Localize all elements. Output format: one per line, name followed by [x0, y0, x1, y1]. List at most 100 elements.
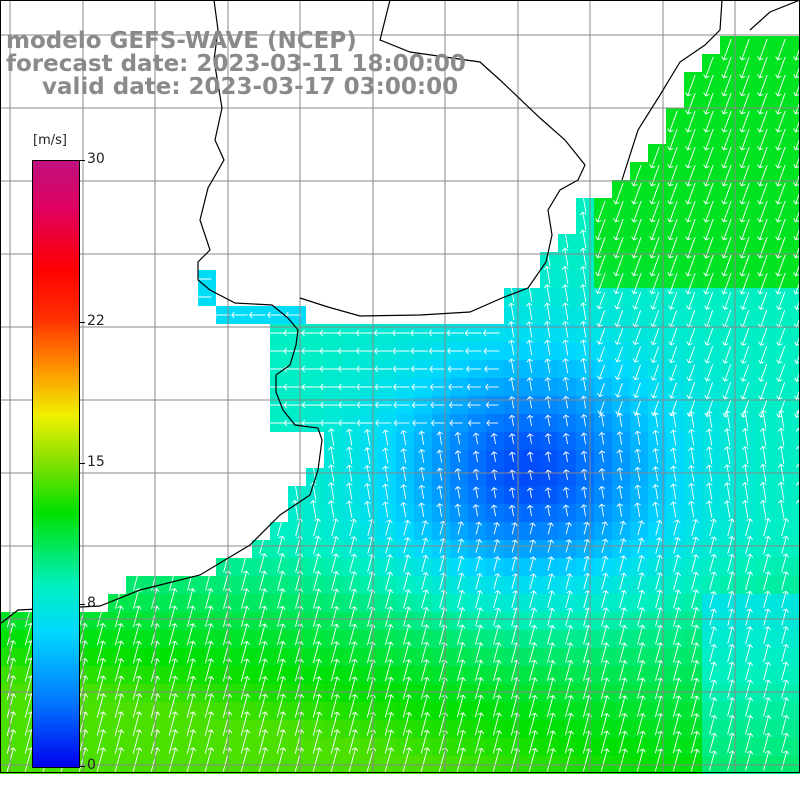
wind-arrow-head [243, 623, 250, 628]
wind-arrow-head [668, 305, 675, 310]
wind-arrow [705, 164, 714, 186]
wind-arrow-head [332, 553, 340, 558]
wind-arrow-head [650, 358, 657, 363]
wind-arrow-head [759, 463, 767, 468]
wind-arrow [133, 588, 140, 609]
wind-arrow-head [364, 500, 371, 505]
wind-arrow [741, 74, 750, 97]
wind-arrow [241, 553, 248, 573]
wind-arrow-head [639, 730, 646, 735]
wind-arrow [708, 483, 713, 500]
wind-arrow [691, 537, 697, 554]
wind-arrow [691, 660, 698, 681]
wind-arrow [385, 624, 392, 645]
wind-arrow-head [422, 572, 429, 577]
wind-arrow-head [721, 110, 728, 115]
wind-arrow-head [544, 504, 552, 509]
wind-arrow [114, 676, 122, 700]
wind-arrow-head [759, 481, 767, 486]
wind-arrow-head [674, 589, 682, 594]
wind-arrow [150, 605, 158, 628]
wind-arrow [582, 748, 590, 772]
wind-arrow-head [243, 605, 250, 610]
wind-arrow-head [494, 607, 502, 612]
wind-arrow-head [338, 401, 342, 409]
wind-arrow-head [117, 658, 125, 663]
wind-arrow [597, 273, 606, 294]
wind-arrow [366, 694, 374, 718]
wind-arrow-head [337, 329, 342, 337]
wind-arrow-head [207, 605, 214, 610]
wind-arrow-head [597, 410, 604, 415]
wind-arrow-head [675, 660, 682, 665]
wind-arrow-head [458, 589, 465, 595]
wind-arrow-head [423, 659, 430, 664]
wind-arrow-head [511, 556, 519, 561]
wind-arrow-head [548, 573, 555, 578]
wind-arrow-head [674, 554, 681, 559]
wind-arrow-head [613, 236, 620, 241]
wind-arrow [672, 448, 677, 464]
wind-arrow [276, 623, 284, 646]
wind-arrow-head [656, 607, 664, 612]
wind-arrow-head [423, 729, 431, 734]
wind-arrow [348, 447, 353, 464]
wind-arrow [763, 733, 770, 753]
wind-arrow-head [775, 272, 782, 277]
wind-arrow-head [476, 555, 483, 561]
wind-arrow-head [775, 236, 782, 241]
wind-arrow-head [117, 729, 125, 734]
wind-arrow [511, 625, 518, 645]
wind-arrow [258, 747, 266, 772]
wind-arrow-head [428, 347, 433, 355]
wind-arrow [669, 200, 678, 222]
wind-arrow [636, 678, 644, 700]
wind-arrow-head [580, 450, 588, 455]
wind-arrow-head [225, 693, 233, 698]
wind-arrow-head [685, 290, 692, 295]
wind-arrow [741, 254, 750, 276]
wind-arrow-head [283, 419, 288, 427]
wind-arrow-head [382, 501, 389, 506]
wind-arrow [634, 292, 642, 310]
wind-arrow-head [580, 486, 588, 491]
wind-arrow-head [243, 658, 250, 663]
wind-arrow-head [393, 383, 397, 391]
wind-arrow-head [580, 414, 588, 419]
wind-arrow [601, 468, 605, 481]
wind-cell [792, 630, 800, 648]
wind-arrow [564, 248, 569, 267]
wind-arrow [742, 327, 750, 346]
wind-arrow-head [422, 624, 430, 629]
wind-arrow [616, 328, 624, 345]
wind-cell [792, 486, 800, 504]
wind-arrow-head [446, 329, 451, 337]
wind-arrow-head [757, 110, 764, 115]
wind-arrow [564, 230, 569, 249]
wind-arrow-head [279, 747, 287, 752]
wind-arrow-head [638, 589, 646, 594]
wind-arrow-head [261, 605, 268, 610]
wind-arrow-head [134, 570, 142, 575]
wind-arrow [780, 500, 785, 519]
wind-arrow-head [333, 606, 340, 611]
wind-arrow-head [782, 553, 790, 558]
wind-arrow [475, 642, 482, 663]
wind-arrow-head [9, 657, 17, 662]
wind-arrow [475, 504, 479, 517]
wind-arrow-head [777, 463, 785, 468]
wind-arrow [634, 400, 641, 416]
wind-arrow-head [793, 92, 800, 97]
wind-arrow-head [613, 289, 620, 295]
legend-units: [m/s] [33, 133, 67, 148]
wind-arrow-head [595, 236, 602, 241]
wind-arrow [510, 677, 518, 700]
wind-arrow-head [9, 711, 17, 716]
wind-arrow [724, 364, 732, 382]
wind-arrow-head [596, 340, 603, 345]
wind-arrow-head [549, 677, 556, 682]
wind-arrow [619, 521, 625, 535]
wind-arrow [348, 641, 356, 664]
wind-arrow [384, 501, 389, 518]
wind-arrow-head [267, 311, 271, 319]
